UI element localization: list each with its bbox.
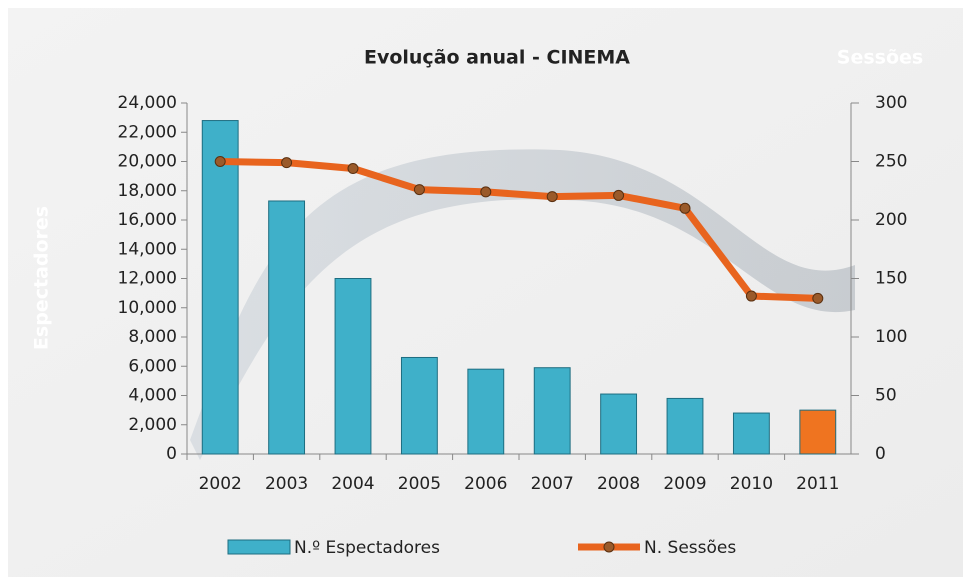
x-tick-label: 2004 xyxy=(331,474,374,494)
y2-tick-label: 300 xyxy=(875,93,907,113)
line-marker xyxy=(413,184,425,196)
bar xyxy=(799,409,837,455)
line-marker xyxy=(679,202,691,214)
y2-tick-label: 100 xyxy=(875,327,907,347)
y-tick-label: 10,000 xyxy=(118,298,177,318)
x-tick-label: 2005 xyxy=(398,474,441,494)
line-marker xyxy=(347,163,359,175)
y2-tick-label: 150 xyxy=(875,269,907,289)
bar xyxy=(467,368,505,455)
y-tick-label: 16,000 xyxy=(118,210,177,230)
bar xyxy=(732,412,770,455)
y-tick-label: 8,000 xyxy=(128,327,177,347)
line-marker xyxy=(812,292,824,304)
chart-title: Evolução anual - CINEMA xyxy=(364,47,630,69)
line xyxy=(220,158,818,302)
line-marker xyxy=(546,191,558,203)
bar xyxy=(334,278,372,455)
x-tick-label: 2010 xyxy=(730,474,773,494)
legend-swatch xyxy=(227,539,291,555)
y2-tick-label: 0 xyxy=(875,444,886,464)
film-strip-decoration xyxy=(190,149,855,460)
legend-label: N.º Espectadores xyxy=(294,538,440,558)
bar xyxy=(600,393,638,455)
y-tick-label: 6,000 xyxy=(128,356,177,376)
line-marker xyxy=(214,156,226,167)
line-marker xyxy=(613,189,625,201)
x-tick-label: 2007 xyxy=(531,474,574,494)
x-tick-label: 2009 xyxy=(663,474,706,494)
y-tick-label: 2,000 xyxy=(128,415,177,435)
x-tick-label: 2002 xyxy=(199,474,242,494)
bar xyxy=(666,397,704,455)
legend-marker xyxy=(603,541,615,553)
line-marker xyxy=(480,186,492,198)
bar xyxy=(201,120,239,455)
x-tick-label: 2003 xyxy=(265,474,308,494)
y2-axis-title: Sessões xyxy=(837,47,923,69)
y-tick-label: 22,000 xyxy=(118,122,177,142)
line-marker xyxy=(745,290,757,302)
y-tick-label: 0 xyxy=(166,444,177,464)
y-axis-title: Espectadores xyxy=(31,206,53,350)
x-tick-label: 2011 xyxy=(796,474,839,494)
x-tick-label: 2006 xyxy=(464,474,507,494)
y-tick-label: 24,000 xyxy=(118,93,177,113)
bar xyxy=(400,356,438,455)
y-tick-label: 14,000 xyxy=(118,239,177,259)
y2-tick-label: 50 xyxy=(875,386,897,406)
bar xyxy=(268,200,306,455)
bar xyxy=(533,367,571,455)
y-tick-label: 12,000 xyxy=(118,269,177,289)
legend-label: N. Sessões xyxy=(644,538,736,558)
line-marker xyxy=(281,157,293,169)
x-tick-label: 2008 xyxy=(597,474,640,494)
y-tick-label: 20,000 xyxy=(118,152,177,172)
y2-tick-label: 250 xyxy=(875,152,907,172)
y-tick-label: 4,000 xyxy=(128,386,177,406)
y-tick-label: 18,000 xyxy=(118,181,177,201)
y2-tick-label: 200 xyxy=(875,210,907,230)
